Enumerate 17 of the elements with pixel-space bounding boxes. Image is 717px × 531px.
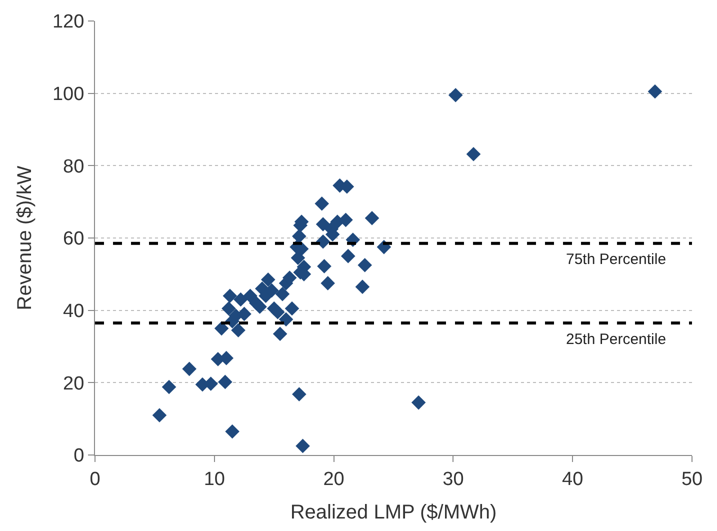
x-tick-label: 30 (442, 468, 464, 490)
x-tick-label: 0 (90, 468, 100, 490)
x-axis-title: Realized LMP ($/MWh) (290, 501, 497, 524)
x-tick-label: 40 (562, 468, 584, 490)
x-tick-label: 20 (323, 468, 344, 490)
x-tick-label: 10 (204, 468, 225, 490)
y-tick-label: 100 (52, 84, 84, 105)
x-tick-label: 50 (681, 468, 703, 490)
ref-line-label: 75th Percentile (566, 251, 666, 268)
y-tick-label: 120 (52, 12, 84, 33)
y-tick-label: 40 (63, 300, 84, 322)
y-tick-label: 0 (74, 446, 84, 467)
y-axis-title: Revenue ($)/kW (14, 166, 36, 310)
y-tick-label: 20 (63, 373, 84, 394)
y-tick-label: 60 (63, 228, 84, 250)
y-tick-label: 80 (63, 156, 84, 178)
ref-line-label: 25th Percentile (566, 331, 666, 348)
